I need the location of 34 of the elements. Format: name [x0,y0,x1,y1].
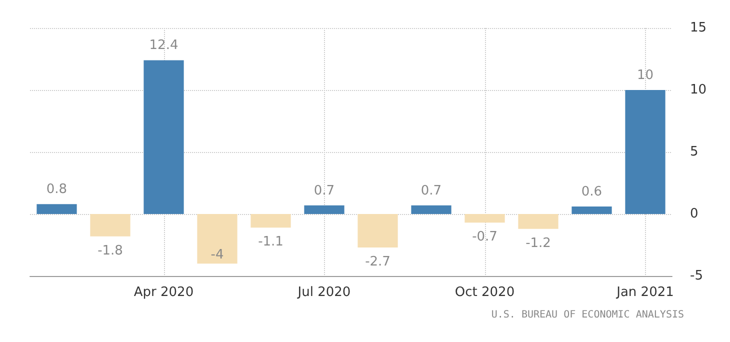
bar [572,206,612,214]
bar [250,214,291,228]
y-tick-label: -5 [690,268,703,284]
data-label: -2.7 [365,254,390,270]
y-tick-label: 0 [690,206,698,222]
data-label: 0.7 [314,183,335,198]
data-label: 0.6 [581,184,602,200]
data-label: -0.7 [472,230,498,245]
bar [518,214,558,229]
data-label: 12.4 [149,38,178,54]
bar [304,205,344,214]
bar [464,214,505,223]
data-label: -1.2 [526,236,551,251]
data-label: 10 [636,68,654,83]
text: U.S. BUREAU OF ECONOMIC ANALYSIS [491,310,684,320]
bar [144,60,184,214]
x-tick-label: Jul 2020 [296,285,351,300]
data-label: -1.1 [258,234,284,250]
data-label: 0.7 [420,183,442,198]
bar [36,204,77,214]
bar [411,205,452,214]
bar [197,214,238,264]
data-label: -1.8 [98,243,123,258]
bar [625,90,666,214]
data-label: 0.8 [46,182,68,198]
bar [90,214,130,236]
bar [358,214,398,248]
y-tick-label: 15 [690,20,707,36]
y-tick-label: 10 [690,82,707,98]
x-tick-label: Jan 2021 [616,285,674,300]
data-label: -4 [210,248,224,263]
x-tick-label: Apr 2020 [134,285,194,300]
x-tick-label: Oct 2020 [454,285,515,300]
y-tick-label: 5 [690,144,698,160]
